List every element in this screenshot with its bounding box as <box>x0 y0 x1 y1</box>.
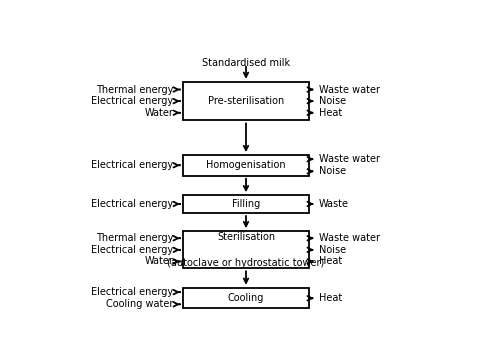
Text: Thermal energy: Thermal energy <box>96 233 173 243</box>
Bar <box>183 82 309 121</box>
Text: Waste water: Waste water <box>319 233 380 243</box>
Text: Electrical energy: Electrical energy <box>91 160 173 170</box>
Bar <box>183 288 309 308</box>
Text: Water: Water <box>144 108 173 118</box>
Text: Electrical energy: Electrical energy <box>91 96 173 106</box>
Text: Cooling water: Cooling water <box>106 299 173 309</box>
Text: Noise: Noise <box>319 96 346 106</box>
Text: Waste water: Waste water <box>319 154 380 164</box>
Text: Electrical energy: Electrical energy <box>91 287 173 297</box>
Text: Filling: Filling <box>232 199 260 209</box>
Bar <box>183 195 309 213</box>
Text: Noise: Noise <box>319 245 346 255</box>
Text: Electrical energy: Electrical energy <box>91 199 173 209</box>
Text: Sterilisation

(autoclave or hydrostatic tower): Sterilisation (autoclave or hydrostatic … <box>168 232 324 268</box>
Text: Waste: Waste <box>319 199 348 209</box>
Bar <box>183 155 309 176</box>
Text: Waste water: Waste water <box>319 84 380 94</box>
Bar <box>183 231 309 269</box>
Text: Cooling: Cooling <box>228 293 264 303</box>
Text: Heat: Heat <box>319 108 342 118</box>
Text: Heat: Heat <box>319 293 342 303</box>
Text: Heat: Heat <box>319 256 342 266</box>
Text: Noise: Noise <box>319 166 346 176</box>
Text: Pre-sterilisation: Pre-sterilisation <box>208 96 284 106</box>
Text: Standardised milk: Standardised milk <box>202 58 290 68</box>
Text: Electrical energy: Electrical energy <box>91 245 173 255</box>
Text: Thermal energy: Thermal energy <box>96 84 173 94</box>
Text: Homogenisation: Homogenisation <box>206 160 286 171</box>
Text: Water: Water <box>144 256 173 266</box>
